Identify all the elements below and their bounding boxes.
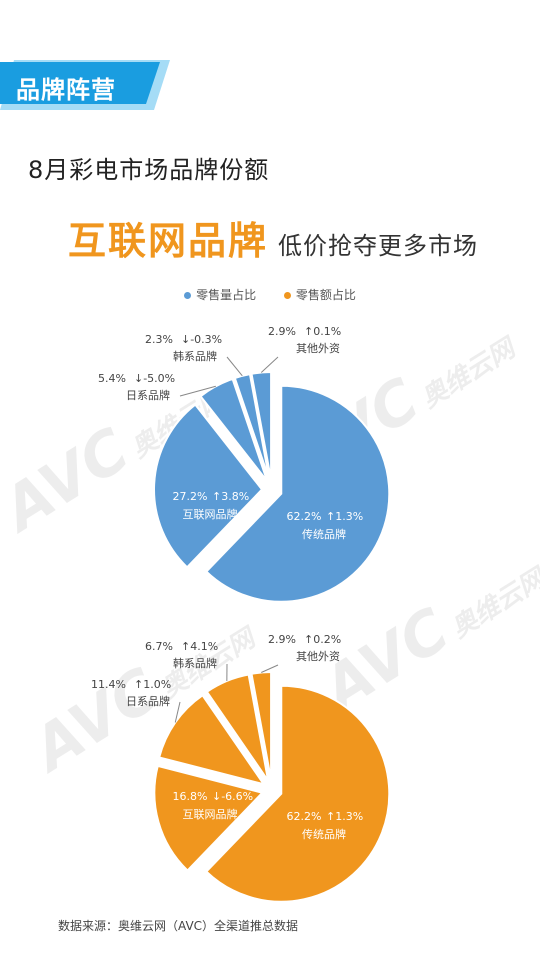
data-label-share: 2.3% — [145, 333, 173, 346]
legend-label-volume: 零售量占比 — [196, 288, 257, 302]
leader-line — [226, 356, 243, 377]
pie-slice — [205, 673, 270, 782]
data-label-change: ↑3.8% — [212, 490, 249, 503]
data-label-change: ↑0.1% — [304, 325, 341, 338]
data-label-name: 互联网品牌 — [183, 507, 238, 521]
data-label-name: 日系品牌 — [126, 388, 170, 402]
data-label-change: ↑1.3% — [326, 510, 363, 523]
data-label-change: ↑0.2% — [304, 633, 341, 646]
data-label-share: 11.4% — [91, 678, 126, 691]
data-label-change: ↓-6.6% — [212, 790, 253, 803]
pie-slice — [157, 693, 267, 786]
data-label-name: 传统品牌 — [302, 527, 346, 541]
data-label-name: 传统品牌 — [302, 827, 346, 841]
data-label-change: ↓-5.0% — [134, 372, 175, 385]
legend-swatch-volume — [184, 292, 192, 299]
pie-slice — [199, 377, 269, 482]
headline-main: 互联网品牌 — [68, 219, 269, 263]
data-label-name: 韩系品牌 — [173, 656, 217, 670]
data-label-name: 互联网品牌 — [183, 807, 238, 821]
data-label-change: ↓-0.3% — [181, 333, 222, 346]
leader-line — [261, 664, 279, 673]
data-label-name: 其他外资 — [296, 342, 340, 355]
data-label-share: 62.2% — [287, 810, 322, 823]
headline-sub: 低价抢夺更多市场 — [278, 232, 479, 260]
section-banner — [0, 60, 170, 110]
data-label-change: ↑4.1% — [181, 640, 218, 653]
legend-item-volume: 零售量占比 — [184, 286, 256, 303]
pie-slice — [153, 764, 265, 872]
data-source-note: 数据来源：奥维云网（AVC）全渠道推总数据 — [58, 919, 299, 933]
data-label-change: ↑1.0% — [134, 678, 171, 691]
headline: 互联网品牌 低价抢夺更多市场 — [68, 210, 478, 265]
data-label-share: 2.9% — [268, 633, 296, 646]
data-label-change: ↑1.3% — [326, 810, 363, 823]
page-title: 8月彩电市场品牌份额 — [28, 156, 270, 184]
leader-line — [179, 385, 216, 397]
chart-legend: 零售量占比 零售额占比 — [0, 286, 540, 303]
data-label-name: 韩系品牌 — [173, 349, 217, 363]
data-label-share: 16.8% — [173, 790, 208, 803]
data-label-share: 5.4% — [98, 372, 126, 385]
pie-slice — [153, 403, 264, 569]
data-label-share: 6.7% — [145, 640, 173, 653]
pie-slice — [204, 384, 391, 603]
leader-line — [260, 356, 279, 373]
section-banner-label: 品牌阵营 — [16, 76, 116, 104]
data-label-share: 62.2% — [287, 510, 322, 523]
data-label-name: 其他外资 — [296, 650, 340, 663]
legend-item-value: 零售额占比 — [283, 286, 356, 303]
legend-swatch-value — [283, 292, 291, 299]
banner-shape — [0, 62, 160, 104]
legend-label-value: 零售额占比 — [295, 288, 356, 302]
data-label-share: 2.9% — [268, 325, 296, 338]
pie-slice — [204, 684, 391, 903]
leader-line — [174, 701, 181, 723]
data-label-share: 27.2% — [173, 490, 208, 503]
data-label-name: 日系品牌 — [126, 694, 170, 708]
